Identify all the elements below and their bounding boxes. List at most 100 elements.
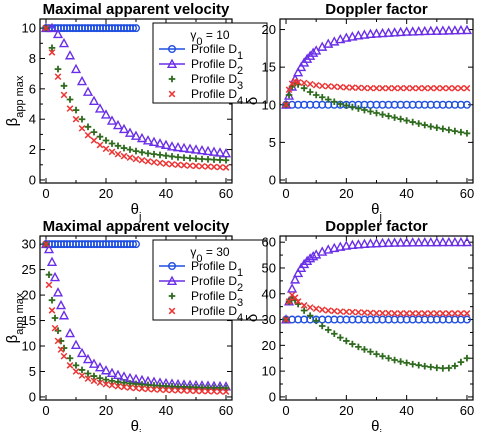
data-point bbox=[361, 346, 368, 353]
data-point bbox=[138, 385, 146, 392]
data-point bbox=[445, 126, 453, 134]
data-point bbox=[198, 384, 206, 391]
y-tick-label: 60 bbox=[262, 235, 276, 250]
data-point bbox=[112, 369, 124, 380]
data-point bbox=[443, 236, 454, 247]
data-point bbox=[130, 130, 142, 140]
data-point bbox=[94, 362, 106, 372]
data-point bbox=[449, 236, 460, 247]
data-point bbox=[48, 296, 56, 304]
x-tick-label: 20 bbox=[339, 186, 353, 201]
data-point bbox=[132, 380, 140, 388]
data-point bbox=[343, 84, 350, 91]
data-point bbox=[323, 38, 334, 48]
data-point bbox=[343, 337, 350, 345]
data-point bbox=[312, 317, 320, 325]
data-point bbox=[96, 133, 104, 140]
data-point bbox=[126, 384, 134, 392]
data-point bbox=[180, 383, 188, 391]
data-point bbox=[330, 307, 338, 315]
data-point bbox=[216, 163, 224, 171]
data-point bbox=[168, 383, 176, 390]
y-tick-label: 50 bbox=[262, 260, 276, 275]
data-point bbox=[341, 240, 352, 250]
legend-entry: Profile D3 bbox=[191, 289, 243, 309]
data-point bbox=[308, 251, 319, 261]
data-point bbox=[144, 157, 152, 165]
data-point bbox=[433, 310, 441, 317]
data-point bbox=[457, 84, 465, 92]
data-point bbox=[409, 310, 417, 317]
series-profile-d4 bbox=[42, 240, 230, 395]
data-point bbox=[210, 156, 218, 163]
data-point bbox=[154, 138, 166, 148]
legend-entry: Profile D1 bbox=[191, 259, 243, 279]
data-point bbox=[138, 149, 146, 156]
data-point bbox=[72, 106, 80, 114]
data-point bbox=[180, 387, 188, 394]
series-profile-d4 bbox=[42, 24, 230, 171]
series-profile-d2 bbox=[280, 236, 473, 324]
data-point bbox=[312, 91, 320, 99]
data-point bbox=[285, 86, 293, 94]
data-point bbox=[391, 114, 398, 121]
data-point bbox=[108, 148, 116, 156]
data-point bbox=[296, 61, 307, 72]
data-point bbox=[180, 161, 188, 169]
y-tick-label: 0 bbox=[29, 389, 36, 404]
data-point bbox=[385, 112, 392, 120]
data-point bbox=[462, 315, 471, 324]
data-point bbox=[425, 236, 436, 247]
data-point bbox=[427, 84, 435, 92]
data-point bbox=[302, 255, 313, 266]
data-point bbox=[445, 364, 453, 372]
data-point bbox=[78, 115, 86, 123]
data-point bbox=[415, 310, 423, 317]
data-point bbox=[409, 84, 417, 92]
data-point bbox=[150, 386, 158, 393]
series-profile-d1 bbox=[282, 100, 471, 109]
data-point bbox=[150, 150, 158, 158]
data-point bbox=[198, 162, 206, 170]
data-point bbox=[48, 307, 56, 314]
y-tick-label: 15 bbox=[22, 313, 36, 328]
data-point bbox=[78, 366, 86, 374]
data-point bbox=[60, 82, 68, 90]
data-point bbox=[443, 25, 454, 35]
data-point bbox=[156, 382, 164, 390]
data-point bbox=[455, 24, 467, 35]
x-tick-label: 20 bbox=[99, 186, 113, 201]
data-point bbox=[293, 267, 304, 278]
data-point bbox=[52, 28, 64, 39]
data-point bbox=[54, 337, 62, 345]
data-point bbox=[419, 237, 430, 247]
data-point bbox=[162, 386, 170, 394]
y-tick-label: 8 bbox=[29, 51, 36, 66]
data-point bbox=[373, 109, 380, 117]
data-point bbox=[318, 322, 326, 330]
data-point bbox=[427, 123, 435, 130]
series-profile-d3 bbox=[42, 240, 230, 392]
data-point bbox=[403, 310, 410, 317]
x-tick-label: 60 bbox=[460, 403, 474, 418]
data-point bbox=[347, 31, 358, 41]
data-point bbox=[367, 108, 374, 115]
y-tick-label: 0 bbox=[269, 172, 276, 187]
data-point bbox=[172, 141, 184, 152]
data-point bbox=[210, 388, 218, 395]
x-tick-label: 0 bbox=[282, 403, 289, 418]
data-point bbox=[192, 387, 200, 395]
data-point bbox=[114, 378, 122, 386]
data-point bbox=[49, 271, 61, 282]
data-point bbox=[156, 159, 164, 167]
legend-entry: Profile D4 bbox=[191, 304, 243, 324]
y-tick-label: 25 bbox=[22, 262, 36, 277]
data-point bbox=[336, 308, 344, 315]
data-point bbox=[178, 142, 190, 153]
x-tick-label: 40 bbox=[159, 403, 173, 418]
data-point bbox=[395, 237, 406, 247]
data-point bbox=[427, 310, 435, 317]
data-point bbox=[78, 125, 86, 132]
data-point bbox=[361, 106, 368, 114]
data-point bbox=[389, 237, 400, 247]
